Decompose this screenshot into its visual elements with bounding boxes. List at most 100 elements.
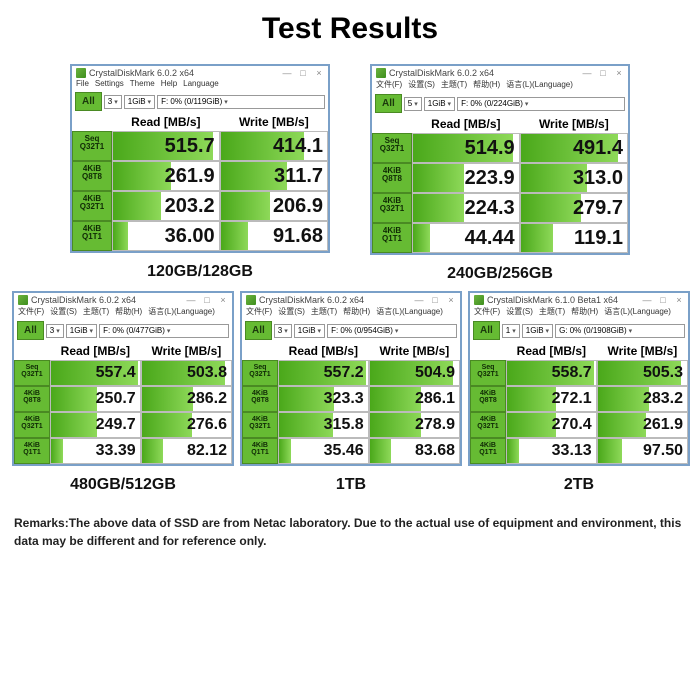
row-test-button[interactable]: 4KiBQ1T1	[242, 438, 278, 464]
window-title: CrystalDiskMark 6.0.2 x64	[259, 295, 364, 305]
all-button[interactable]: All	[17, 321, 44, 340]
menu-item[interactable]: 主题(T)	[311, 306, 337, 317]
menu-item[interactable]: 语言(L)(Language)	[604, 306, 671, 317]
menu-item[interactable]: 设置(S)	[408, 79, 435, 90]
menu-item[interactable]: 设置(S)	[50, 306, 77, 317]
minimize-button[interactable]: —	[186, 295, 196, 305]
drive-dropdown[interactable]: F: 0% (0/119GiB)	[157, 95, 325, 109]
write-value-cell: 505.3	[597, 360, 688, 386]
row-test-button[interactable]: 4KiBQ1T1	[72, 221, 112, 251]
row-test-button[interactable]: 4KiBQ8T8	[72, 161, 112, 191]
benchmark-table: Read [MB/s]Write [MB/s]SeqQ32T1557.2504.…	[242, 342, 460, 464]
close-button[interactable]: ×	[446, 295, 456, 305]
size-dropdown[interactable]: 1GiB	[124, 95, 155, 109]
size-dropdown[interactable]: 1GiB	[424, 97, 455, 111]
maximize-button[interactable]: □	[430, 295, 440, 305]
menu-item[interactable]: 文件(F)	[18, 306, 44, 317]
write-header: Write [MB/s]	[141, 342, 232, 360]
all-button[interactable]: All	[75, 92, 102, 111]
menu-item[interactable]: 帮助(H)	[115, 306, 142, 317]
row-test-button[interactable]: 4KiBQ32T1	[372, 193, 412, 223]
count-dropdown[interactable]: 3	[274, 324, 292, 338]
read-value-cell: 557.4	[50, 360, 141, 386]
menu-item[interactable]: 语言(L)(Language)	[376, 306, 443, 317]
row-test-button[interactable]: 4KiBQ8T8	[470, 386, 506, 412]
read-value-cell: 323.3	[278, 386, 369, 412]
menu-item[interactable]: Settings	[95, 79, 124, 88]
minimize-button[interactable]: —	[582, 68, 592, 78]
close-button[interactable]: ×	[614, 68, 624, 78]
maximize-button[interactable]: □	[598, 68, 608, 78]
menu-item[interactable]: Help	[161, 79, 177, 88]
row-test-button[interactable]: SeqQ32T1	[372, 133, 412, 163]
row-test-button[interactable]: 4KiBQ32T1	[470, 412, 506, 438]
read-value-cell: 224.3	[412, 193, 520, 223]
row-test-button[interactable]: SeqQ32T1	[72, 131, 112, 161]
read-value-cell: 33.39	[50, 438, 141, 464]
row-test-button[interactable]: 4KiBQ1T1	[14, 438, 50, 464]
all-button[interactable]: All	[473, 321, 500, 340]
size-dropdown[interactable]: 1GiB	[294, 324, 325, 338]
read-header: Read [MB/s]	[412, 115, 520, 133]
row-test-button[interactable]: SeqQ32T1	[242, 360, 278, 386]
minimize-button[interactable]: —	[282, 68, 292, 78]
all-button[interactable]: All	[375, 94, 402, 113]
write-value: 97.50	[598, 439, 683, 463]
menu-item[interactable]: 帮助(H)	[343, 306, 370, 317]
menu-item[interactable]: 主题(T)	[83, 306, 109, 317]
menu-item[interactable]: File	[76, 79, 89, 88]
menu-item[interactable]: 语言(L)(Language)	[506, 79, 573, 90]
count-dropdown[interactable]: 3	[46, 324, 64, 338]
close-button[interactable]: ×	[218, 295, 228, 305]
row-test-button[interactable]: 4KiBQ8T8	[14, 386, 50, 412]
maximize-button[interactable]: □	[202, 295, 212, 305]
menu-item[interactable]: 主题(T)	[441, 79, 467, 90]
menu-item[interactable]: Language	[183, 79, 219, 88]
menubar: 文件(F) 设置(S) 主题(T) 帮助(H) 语言(L)(Language)	[242, 305, 460, 319]
write-value-cell: 91.68	[220, 221, 328, 251]
menu-item[interactable]: 帮助(H)	[473, 79, 500, 90]
read-value: 557.4	[51, 361, 136, 385]
table-row: 4KiBQ8T8323.3286.1	[242, 386, 460, 412]
row-test-button[interactable]: 4KiBQ1T1	[470, 438, 506, 464]
close-button[interactable]: ×	[314, 68, 324, 78]
panel: CrystalDiskMark 6.0.2 x64—□×文件(F)设置(S)主题…	[12, 291, 234, 494]
drive-dropdown[interactable]: F: 0% (0/477GiB)	[99, 324, 229, 338]
menu-item[interactable]: Theme	[130, 79, 155, 88]
row-test-button[interactable]: 4KiBQ8T8	[372, 163, 412, 193]
close-button[interactable]: ×	[674, 295, 684, 305]
row-test-button[interactable]: 4KiBQ32T1	[242, 412, 278, 438]
menu-item[interactable]: 设置(S)	[506, 306, 533, 317]
read-value: 223.9	[413, 164, 515, 192]
menu-item[interactable]: 帮助(H)	[571, 306, 598, 317]
row-test-button[interactable]: 4KiBQ1T1	[372, 223, 412, 253]
write-header: Write [MB/s]	[369, 342, 460, 360]
row-test-button[interactable]: 4KiBQ32T1	[72, 191, 112, 221]
minimize-button[interactable]: —	[642, 295, 652, 305]
menu-item[interactable]: 主题(T)	[539, 306, 565, 317]
maximize-button[interactable]: □	[658, 295, 668, 305]
all-button[interactable]: All	[245, 321, 272, 340]
count-dropdown[interactable]: 3	[104, 95, 122, 109]
minimize-button[interactable]: —	[414, 295, 424, 305]
drive-dropdown[interactable]: F: 0% (0/954GiB)	[327, 324, 457, 338]
window-titlebar: CrystalDiskMark 6.1.0 Beta1 x64—□×	[470, 293, 688, 305]
count-dropdown[interactable]: 1	[502, 324, 520, 338]
menu-item[interactable]: 语言(L)(Language)	[148, 306, 215, 317]
drive-dropdown[interactable]: G: 0% (0/1908GiB)	[555, 324, 685, 338]
row-test-button[interactable]: 4KiBQ32T1	[14, 412, 50, 438]
size-dropdown[interactable]: 1GiB	[66, 324, 97, 338]
maximize-button[interactable]: □	[298, 68, 308, 78]
row-test-button[interactable]: 4KiBQ8T8	[242, 386, 278, 412]
count-dropdown[interactable]: 5	[404, 97, 422, 111]
row-test-button[interactable]: SeqQ32T1	[14, 360, 50, 386]
drive-dropdown[interactable]: F: 0% (0/224GiB)	[457, 97, 625, 111]
menu-item[interactable]: 设置(S)	[278, 306, 305, 317]
menu-item[interactable]: 文件(F)	[246, 306, 272, 317]
benchmark-table: Read [MB/s]Write [MB/s]SeqQ32T1515.7414.…	[72, 113, 328, 251]
write-header: Write [MB/s]	[597, 342, 688, 360]
row-test-button[interactable]: SeqQ32T1	[470, 360, 506, 386]
size-dropdown[interactable]: 1GiB	[522, 324, 553, 338]
menu-item[interactable]: 文件(F)	[376, 79, 402, 90]
menu-item[interactable]: 文件(F)	[474, 306, 500, 317]
